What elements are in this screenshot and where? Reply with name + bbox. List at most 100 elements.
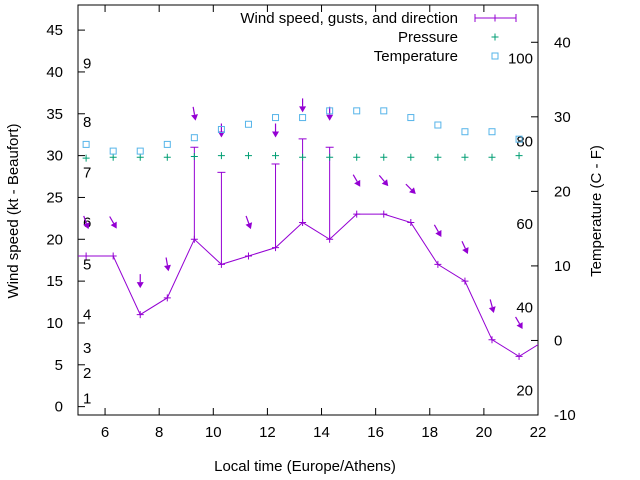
- legend-marker: [491, 52, 499, 60]
- y-tick-label: 20: [46, 231, 63, 248]
- arrow-head: [409, 187, 416, 195]
- pressure-point: [82, 154, 90, 162]
- y2-axis-title: Temperature (C - F): [588, 145, 605, 277]
- arrow-head: [462, 247, 469, 254]
- pressure-point: [136, 153, 144, 161]
- direction-arrow: [136, 274, 144, 289]
- arrow-head: [516, 322, 523, 330]
- arrow-shaft: [165, 257, 169, 266]
- wind-speed-point: [461, 277, 469, 285]
- pressure-point: [461, 153, 469, 161]
- pressure-point: [190, 152, 198, 160]
- arrow-shaft: [489, 299, 493, 308]
- arrow-shaft: [245, 215, 250, 224]
- temperature-point: [407, 114, 415, 122]
- pressure-point: [407, 153, 415, 161]
- x-axis-title: Local time (Europe/Athens): [214, 458, 396, 475]
- direction-arrow: [83, 215, 90, 230]
- beaufort-label: 2: [83, 365, 91, 382]
- y2-tick-label: 10: [554, 258, 571, 275]
- direction-arrow: [164, 257, 171, 272]
- x-tick-label: 22: [530, 424, 547, 441]
- x-tick-label: 20: [476, 424, 493, 441]
- direction-arrow: [272, 123, 280, 138]
- axes-group: 6 8 10 12 14 16 18 20 22051015202530354045-10010…: [46, 5, 576, 441]
- arrow-head: [245, 222, 253, 230]
- y-tick-label: 35: [46, 106, 63, 123]
- x-tick-label: 6: [101, 424, 109, 441]
- arrow-shaft: [461, 241, 466, 249]
- y-axis-title: Wind speed (kt - Beaufort): [5, 123, 22, 298]
- y2-tick-label: 30: [554, 109, 571, 126]
- y2-tick-label: 20: [554, 183, 571, 200]
- legend-marker: [491, 33, 499, 41]
- arrow-shaft: [109, 216, 115, 224]
- wind-speed-point: [434, 260, 442, 268]
- wind-speed-point: [136, 311, 144, 319]
- y-tick-label: 15: [46, 273, 63, 290]
- x-tick-label: 8: [155, 424, 163, 441]
- x-tick-label: 10: [205, 424, 222, 441]
- direction-arrow: [299, 98, 307, 113]
- temperature-point: [299, 114, 307, 122]
- wind-clip-group: [78, 138, 550, 360]
- arrow-shaft: [192, 106, 196, 115]
- temperature-point: [326, 107, 334, 115]
- legend-label: Wind speed, gusts, and direction: [240, 10, 458, 27]
- arrow-shaft: [83, 215, 88, 224]
- arrow-head: [435, 230, 442, 237]
- beaufort-label: 4: [83, 307, 91, 324]
- y-tick-label: 5: [55, 357, 63, 374]
- direction-arrow: [378, 174, 389, 187]
- direction-arrow: [461, 241, 469, 254]
- pressure-point: [272, 152, 280, 160]
- temperature-point: [434, 121, 442, 129]
- y-tick-label: 10: [46, 315, 63, 332]
- direction-arrow: [515, 316, 523, 330]
- wind-speed-point: [82, 252, 90, 260]
- wind-speed-point: [217, 260, 225, 268]
- pressure-point: [434, 153, 442, 161]
- temperature-point: [82, 140, 90, 148]
- series-group: [78, 98, 550, 360]
- beaufort-label: 9: [83, 56, 91, 73]
- wind-speed-point: [109, 252, 117, 260]
- arrow-shaft: [433, 224, 439, 233]
- arrow-head: [272, 131, 280, 138]
- wind-speed-point: [353, 210, 361, 218]
- fahrenheit-label: 60: [516, 216, 533, 233]
- arrow-head: [191, 114, 198, 121]
- x-tick-label: 12: [259, 424, 276, 441]
- beaufort-label: 3: [83, 340, 91, 357]
- arrow-head: [83, 222, 90, 230]
- temperature-point: [488, 128, 496, 136]
- pressure-point: [515, 152, 523, 160]
- pressure-point: [299, 153, 307, 161]
- wind-speed-point: [488, 336, 496, 344]
- arrow-head: [488, 306, 496, 313]
- wind-speed-point: [543, 336, 550, 343]
- beaufort-label: 6: [83, 215, 91, 232]
- pressure-point: [244, 152, 252, 160]
- arrow-head: [299, 106, 307, 113]
- direction-arrow: [433, 224, 442, 237]
- arrow-head: [164, 264, 171, 272]
- fahrenheit-label: 80: [516, 133, 533, 150]
- direction-arrow: [405, 183, 416, 195]
- arrow-shaft: [515, 316, 521, 325]
- y-tick-label: 45: [46, 22, 63, 39]
- plot-border: [77, 4, 539, 416]
- temperature-point: [244, 120, 252, 128]
- wind-speed-point: [515, 352, 523, 360]
- pressure-point: [109, 153, 117, 161]
- pressure-point: [353, 153, 361, 161]
- temperature-point: [272, 114, 280, 122]
- direction-arrow: [109, 216, 117, 229]
- arrow-shaft: [405, 183, 412, 191]
- direction-arrow: [191, 106, 198, 121]
- legend-marker: [491, 14, 499, 22]
- wind-speed-line: [78, 213, 538, 358]
- pressure-point: [326, 153, 334, 161]
- temperature-point: [461, 128, 469, 136]
